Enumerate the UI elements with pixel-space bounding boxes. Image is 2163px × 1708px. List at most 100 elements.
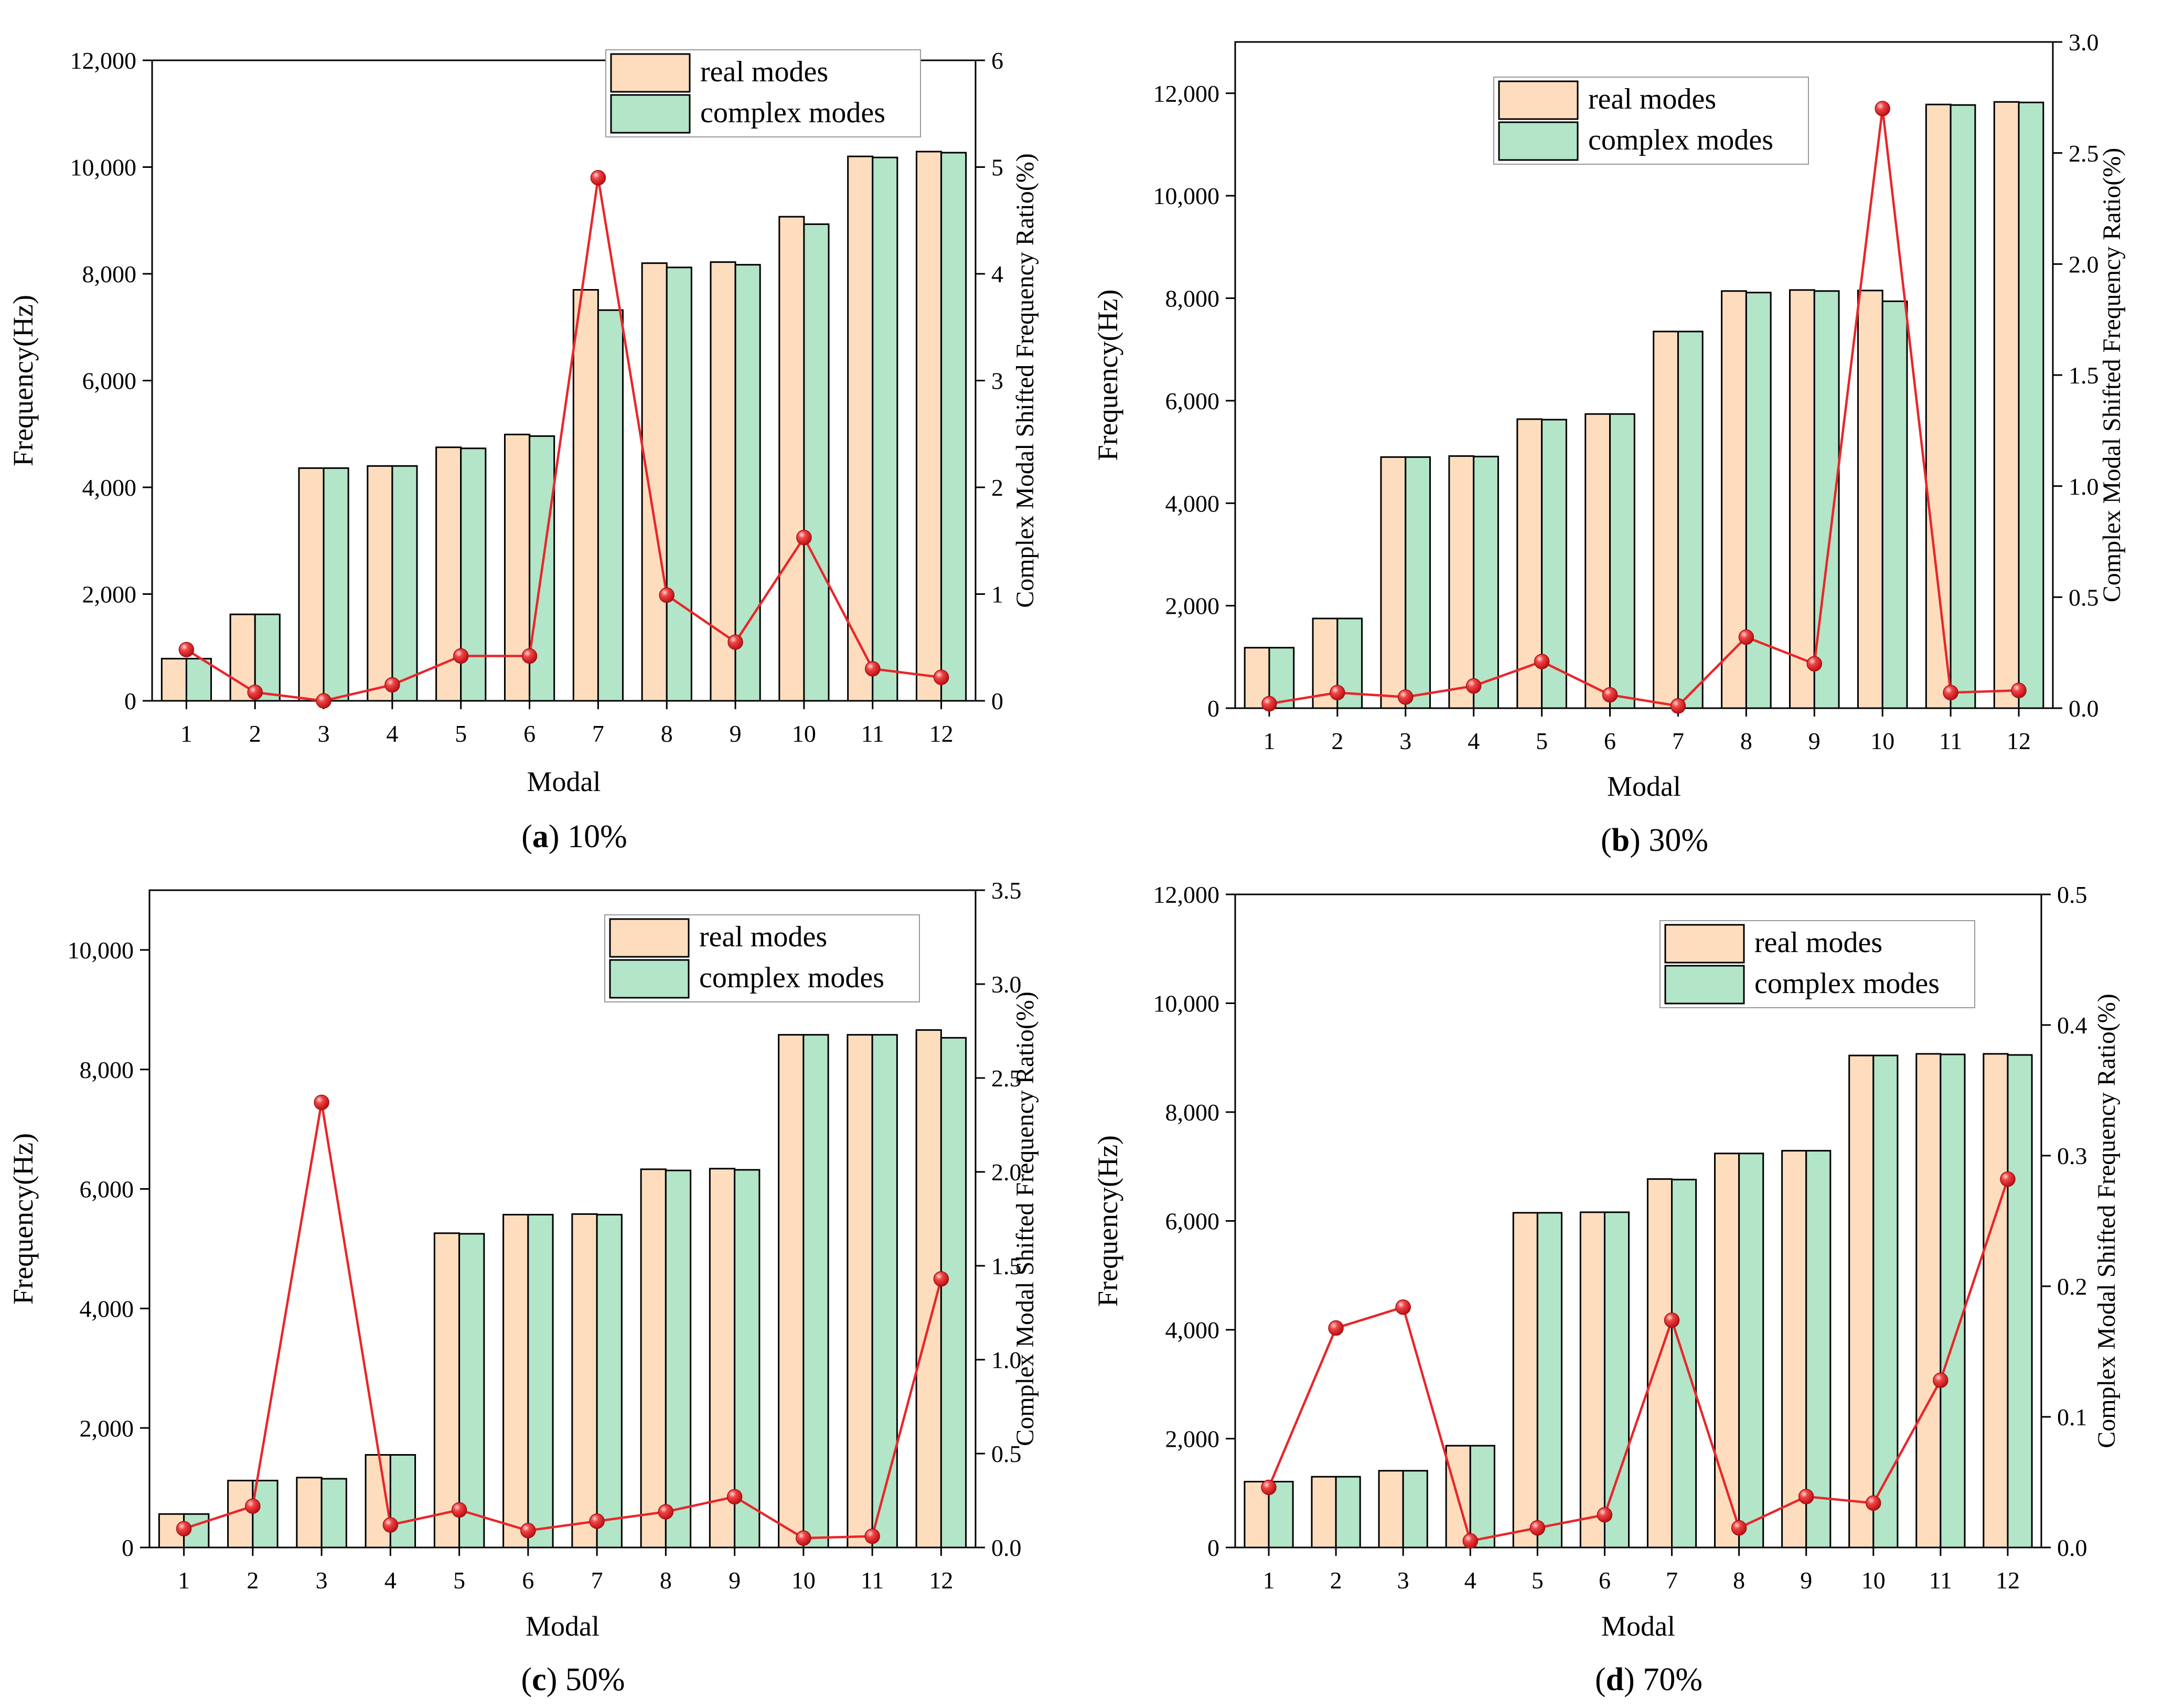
x-tick-label: 9: [730, 720, 742, 747]
complex-mode-bar-11: [872, 156, 898, 702]
legend-label-real: real modes: [1588, 83, 1716, 115]
ratio-marker-8: [659, 587, 674, 603]
y2-tick-label: 0.5: [991, 1440, 1022, 1467]
legend-label-complex: complex modes: [699, 962, 884, 994]
y2-tick-label: 6: [991, 47, 1003, 74]
y2-tick-label: 0.5: [2057, 881, 2087, 908]
chart-panel-b: 0 2,000 4,000 6,000 8,000 10,000 12,000 0.0 0.5 1…: [1092, 29, 2126, 858]
y2-tick-label: 1: [991, 581, 1003, 608]
y-axis-label: Frequency(Hz): [1092, 290, 1123, 461]
y2-axis-label: Complex Modal Shifted Frequency Ratio(%): [1011, 991, 1039, 1446]
y2-tick-label: 4: [991, 261, 1003, 287]
ratio-marker-9: [1806, 656, 1823, 672]
ratio-marker-5: [1529, 1520, 1546, 1536]
y2-tick-label: 3.0: [2069, 29, 2099, 56]
y-tick-label: 10,000: [1153, 183, 1220, 209]
real-mode-bar-5: [433, 1232, 461, 1549]
caption-letter: d: [1606, 1662, 1624, 1698]
complex-mode-bar-3: [1402, 1470, 1428, 1549]
x-tick-label: 6: [1599, 1567, 1611, 1594]
x-tick-label: 7: [591, 1567, 603, 1594]
y-axis-label: Frequency(Hz): [7, 295, 39, 466]
real-mode-bar-6: [1584, 413, 1611, 709]
complex-mode-bar-10: [1881, 300, 1908, 709]
caption-text: 30%: [1641, 823, 1708, 858]
ratio-marker-8: [1731, 1520, 1747, 1536]
x-tick-label: 1: [1263, 728, 1275, 754]
x-tick-label: 10: [791, 1567, 816, 1594]
y2-tick-label: 3.5: [991, 877, 1022, 904]
y-tick-label: 6,000: [82, 368, 137, 394]
ratio-marker-8: [658, 1504, 674, 1520]
real-mode-bar-12: [915, 1029, 942, 1549]
real-mode-bar-7: [572, 289, 599, 702]
real-mode-bar-9: [1789, 289, 1815, 709]
real-mode-bar-11: [847, 1034, 873, 1549]
x-axis-label: Modal: [526, 1610, 599, 1642]
x-tick-label: 10: [792, 720, 816, 747]
ratio-line: [1267, 1179, 2009, 1543]
ratio-marker-5: [453, 648, 469, 664]
real-mode-bar-3: [298, 467, 325, 702]
y-tick-label: 8,000: [82, 261, 137, 287]
x-tick-label: 3: [1397, 1567, 1409, 1594]
ratio-marker-10: [1866, 1495, 1881, 1511]
complex-mode-bar-4: [389, 1454, 416, 1549]
complex-mode-bar-5: [1536, 1212, 1562, 1549]
y2-tick-label: 0.0: [2069, 695, 2099, 722]
plot-frame: [148, 889, 977, 1549]
real-mode-bar-10: [1848, 1054, 1875, 1549]
legend-label-complex: complex modes: [1754, 967, 1940, 1000]
x-tick-label: 3: [1399, 728, 1411, 754]
y2-tick-label: 2.5: [991, 1065, 1022, 1092]
complex-mode-bar-3: [1405, 456, 1431, 709]
complex-mode-bar-3: [323, 467, 349, 702]
legend-swatch-real: [610, 53, 691, 93]
panel-caption: (c) 50%: [521, 1662, 625, 1698]
caption-text: 10%: [560, 819, 627, 855]
y2-tick-label: 0.0: [991, 1534, 1022, 1561]
caption-paren-close: ): [1624, 1662, 1635, 1698]
y2-tick-label: 3: [991, 368, 1003, 394]
x-tick-label: 9: [1808, 728, 1821, 754]
y2-tick-label: 0.0: [2057, 1534, 2087, 1561]
ratio-marker-2: [1330, 685, 1345, 701]
x-tick-label: 4: [1468, 728, 1480, 754]
y2-tick-label: 0.5: [2069, 584, 2099, 611]
y2-tick-label: 0.3: [2057, 1143, 2087, 1169]
y2-tick-label: 0: [991, 688, 1003, 714]
ratio-marker-11: [865, 661, 881, 677]
x-tick-label: 4: [384, 1567, 397, 1594]
x-tick-label: 5: [1532, 1567, 1544, 1594]
y-tick-label: 2,000: [1165, 593, 1220, 620]
ratio-marker-10: [796, 1530, 811, 1546]
real-mode-bar-5: [435, 446, 462, 702]
caption-letter: a: [532, 819, 549, 855]
ratio-marker-11: [1943, 685, 1958, 701]
real-mode-bar-1: [1244, 647, 1270, 709]
complex-mode-bar-6: [527, 1214, 554, 1549]
real-mode-bar-10: [778, 1034, 805, 1549]
y2-tick-label: 0.4: [2057, 1012, 2087, 1039]
ratio-marker-4: [1465, 678, 1482, 694]
x-tick-label: 2: [247, 1567, 259, 1594]
x-tick-label: 1: [180, 720, 192, 747]
legend-swatch-complex: [610, 94, 691, 134]
y2-tick-label: 3.0: [991, 971, 1022, 998]
y-tick-label: 0: [122, 1534, 134, 1561]
ratio-marker-9: [726, 1489, 743, 1505]
legend-label-complex: complex modes: [700, 97, 885, 129]
ratio-marker-6: [1597, 1507, 1613, 1523]
complex-mode-bar-11: [871, 1034, 898, 1549]
caption-paren-close: ): [1630, 823, 1641, 858]
complex-mode-bar-9: [734, 1169, 761, 1549]
ratio-marker-3: [316, 693, 331, 709]
legend-label-real: real modes: [699, 921, 827, 953]
ratio-marker-5: [451, 1502, 467, 1518]
x-tick-label: 11: [1939, 728, 1962, 754]
ratio-marker-2: [245, 1498, 261, 1514]
ratio-marker-12: [933, 669, 949, 685]
x-tick-label: 4: [1464, 1567, 1476, 1594]
real-mode-bar-11: [1925, 103, 1952, 709]
